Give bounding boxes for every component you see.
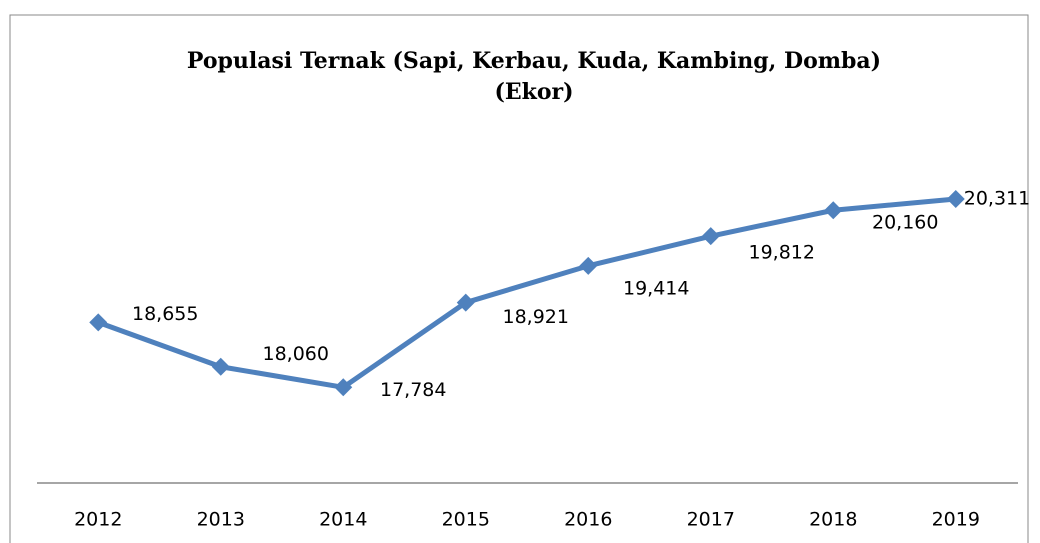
data-label: 19,414 — [623, 277, 689, 299]
x-tick-label: 2019 — [932, 509, 980, 531]
data-label: 18,655 — [132, 303, 198, 325]
marker — [456, 293, 475, 312]
marker — [579, 256, 598, 275]
line — [97, 196, 956, 390]
marker — [824, 201, 843, 220]
marker — [89, 313, 108, 332]
x-tick-label: 2017 — [687, 509, 735, 531]
chart-subtitle: (Ekor) — [494, 79, 573, 105]
x-tick-label: 2014 — [319, 509, 367, 531]
x-tick-label: 2015 — [442, 509, 490, 531]
data-label: 20,311 — [964, 187, 1030, 209]
data-label: 19,812 — [749, 242, 815, 264]
x-tick-label: 2013 — [197, 509, 245, 531]
x-tick-label: 2012 — [74, 509, 122, 531]
data-label: 20,160 — [872, 212, 938, 234]
x-tick-label: 2018 — [809, 509, 857, 531]
marker — [211, 357, 230, 376]
x-tick-label: 2016 — [564, 509, 612, 531]
marker — [334, 378, 353, 397]
data-label: 18,060 — [263, 343, 329, 365]
chart-title: Populasi Ternak (Sapi, Kerbau, Kuda, Kam… — [187, 48, 881, 74]
data-label: 17,784 — [380, 379, 446, 401]
data-label: 18,921 — [503, 306, 569, 328]
chart-frame — [9, 14, 1029, 543]
marker — [946, 189, 965, 208]
marker — [701, 227, 720, 246]
